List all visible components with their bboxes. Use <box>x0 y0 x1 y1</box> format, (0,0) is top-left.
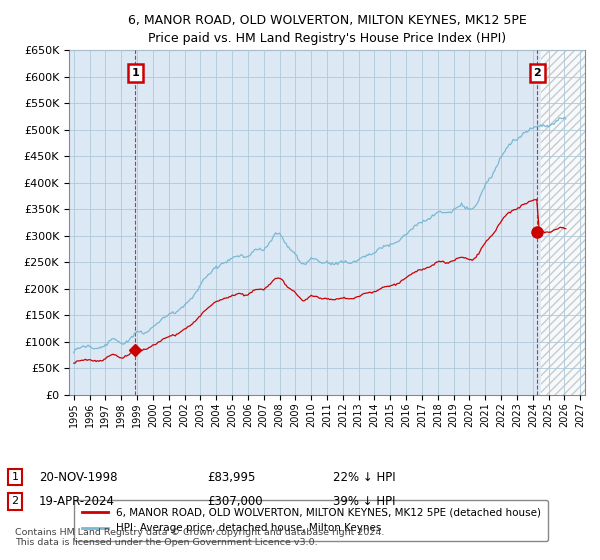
Bar <box>541 24 585 395</box>
Title: 6, MANOR ROAD, OLD WOLVERTON, MILTON KEYNES, MK12 5PE
Price paid vs. HM Land Reg: 6, MANOR ROAD, OLD WOLVERTON, MILTON KEY… <box>128 14 526 45</box>
Text: 1: 1 <box>11 472 19 482</box>
Text: 22% ↓ HPI: 22% ↓ HPI <box>333 470 395 484</box>
Text: 1: 1 <box>131 68 139 78</box>
Text: 39% ↓ HPI: 39% ↓ HPI <box>333 494 395 508</box>
Text: 20-NOV-1998: 20-NOV-1998 <box>39 470 118 484</box>
Text: Contains HM Land Registry data © Crown copyright and database right 2024.
This d: Contains HM Land Registry data © Crown c… <box>15 528 385 547</box>
Text: 2: 2 <box>533 68 541 78</box>
Text: 2: 2 <box>11 496 19 506</box>
Legend: 6, MANOR ROAD, OLD WOLVERTON, MILTON KEYNES, MK12 5PE (detached house), HPI: Ave: 6, MANOR ROAD, OLD WOLVERTON, MILTON KEY… <box>74 500 548 541</box>
Text: £307,000: £307,000 <box>207 494 263 508</box>
Text: £83,995: £83,995 <box>207 470 256 484</box>
Text: 19-APR-2024: 19-APR-2024 <box>39 494 115 508</box>
